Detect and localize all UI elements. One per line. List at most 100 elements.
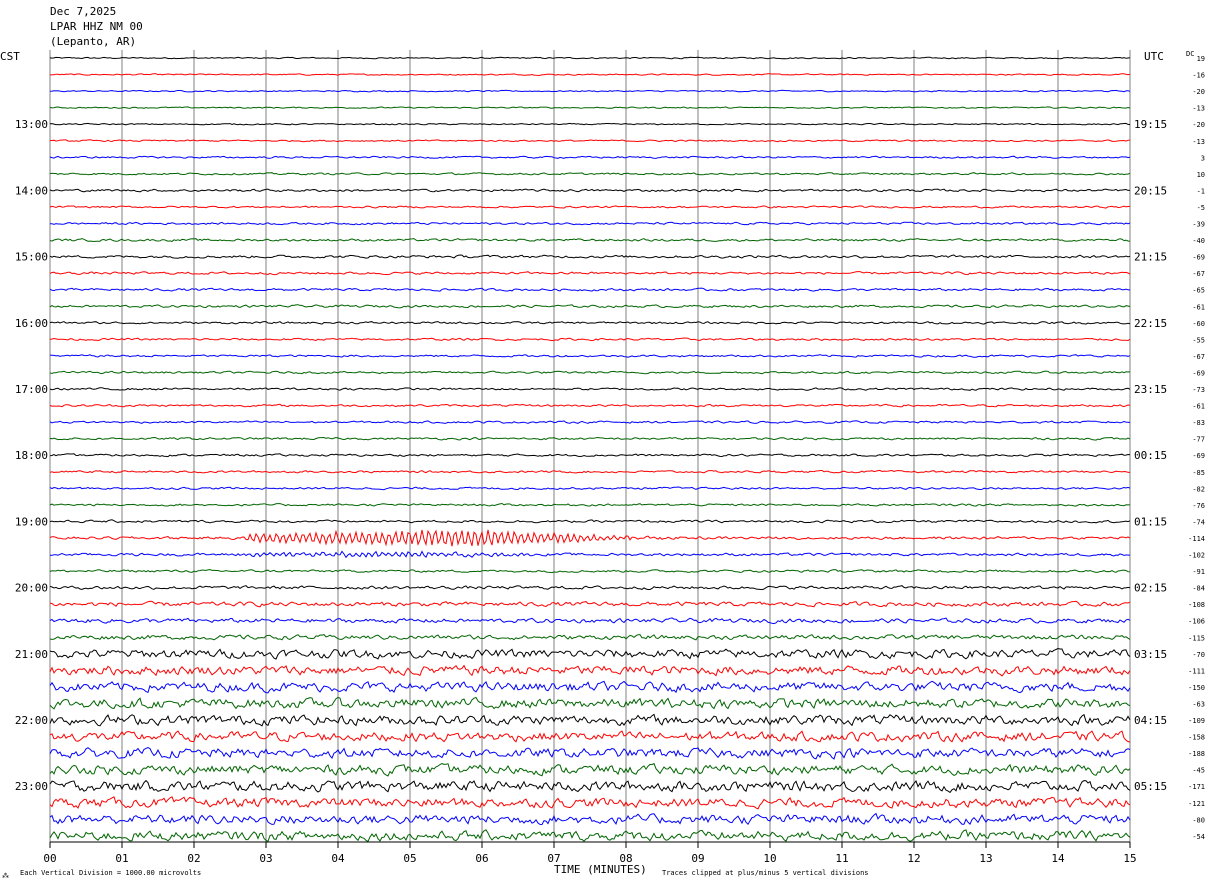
time-axis: 00 01 02 03 04 05 06 07 08 09 10 11 12 13 14 15 xyxy=(43,841,1137,865)
utc-hour-label: 20:15 xyxy=(1134,184,1167,197)
trace-row xyxy=(49,73,1131,76)
trace-row xyxy=(50,139,1131,143)
x-axis-title: TIME (MINUTES) xyxy=(554,863,647,876)
trace-row xyxy=(49,106,1131,109)
trace-row xyxy=(49,486,1131,491)
trace-row xyxy=(49,746,1131,760)
hour-labels: 13:00 19:15 14:00 20:15 15:00 21:15 16:00 22:15… xyxy=(15,118,1167,793)
seismic-traces xyxy=(49,56,1131,843)
dc-offset-value: -102 xyxy=(1188,552,1205,560)
cst-hour-label: 19:00 xyxy=(15,515,48,528)
utc-hour-label: 19:15 xyxy=(1134,118,1167,131)
dc-offset-value: -171 xyxy=(1188,783,1205,791)
trace-row xyxy=(49,502,1130,507)
cst-hour-label: 15:00 xyxy=(15,251,48,264)
cst-hour-label: 23:00 xyxy=(15,780,48,793)
dc-offset-value: -109 xyxy=(1188,717,1205,725)
cst-hour-label: 20:00 xyxy=(15,582,48,595)
trace-row xyxy=(49,453,1131,458)
minute-tick-label: 04 xyxy=(331,852,345,865)
minute-grid xyxy=(49,50,1131,842)
dc-offset-value: 19 xyxy=(1197,55,1205,63)
station-location: (Lepanto, AR) xyxy=(50,35,136,48)
clip-note: Traces clipped at plus/minus 5 vertical … xyxy=(662,869,869,877)
trace-row xyxy=(49,205,1131,209)
dc-offset-value: -60 xyxy=(1192,320,1205,328)
trace-row xyxy=(49,519,1131,524)
minute-tick-label: 01 xyxy=(115,852,128,865)
dc-offset-value: -69 xyxy=(1192,452,1205,460)
utc-hour-label: 02:15 xyxy=(1134,582,1167,595)
cst-hour-label: 13:00 xyxy=(15,118,48,131)
trace-row xyxy=(49,387,1131,391)
dc-offset-value: -39 xyxy=(1192,221,1205,229)
trace-row xyxy=(49,730,1131,743)
dc-offset-value: -45 xyxy=(1192,767,1205,775)
dc-offset-value: -69 xyxy=(1192,254,1205,262)
trace-row xyxy=(49,337,1131,342)
dc-offset-value: -111 xyxy=(1188,667,1205,675)
trace-row xyxy=(49,796,1131,810)
trace-row xyxy=(49,122,1131,126)
trace-row xyxy=(49,664,1131,677)
utc-hour-label: 23:15 xyxy=(1134,383,1167,396)
minute-tick-label: 08 xyxy=(619,852,632,865)
cst-hour-label: 14:00 xyxy=(15,184,48,197)
dc-offset-value: -150 xyxy=(1188,684,1205,692)
trace-row xyxy=(49,812,1131,826)
cst-hour-label: 16:00 xyxy=(15,317,48,330)
dc-offset-value: -70 xyxy=(1192,651,1205,659)
dc-offset-value: -69 xyxy=(1192,369,1205,377)
dc-offset-value: -65 xyxy=(1192,287,1205,295)
trace-row xyxy=(49,221,1131,226)
minute-tick-label: 00 xyxy=(43,852,56,865)
utc-hour-label: 00:15 xyxy=(1134,449,1167,462)
dc-offset-value: -80 xyxy=(1192,816,1205,824)
dc-offset-value: -20 xyxy=(1192,121,1205,129)
utc-hour-label: 05:15 xyxy=(1134,780,1167,793)
trace-row xyxy=(49,569,1131,574)
trace-row xyxy=(49,321,1131,325)
dc-offset-value: -108 xyxy=(1188,601,1205,609)
trace-row xyxy=(49,634,1131,641)
dc-offset-value: 10 xyxy=(1197,171,1205,179)
dc-offset-value: -67 xyxy=(1192,270,1205,278)
dc-offset-value: -16 xyxy=(1192,72,1205,80)
trace-row xyxy=(49,585,1131,591)
minute-tick-label: 06 xyxy=(475,852,488,865)
dc-offset-value: -85 xyxy=(1192,469,1205,477)
trace-row xyxy=(49,370,1131,375)
trace-row xyxy=(49,696,1131,710)
trace-row xyxy=(49,155,1131,159)
minute-tick-label: 12 xyxy=(907,852,920,865)
utc-hour-label: 21:15 xyxy=(1134,251,1167,264)
minute-tick-label: 15 xyxy=(1123,852,1136,865)
dc-offset-value: -76 xyxy=(1192,502,1205,510)
dc-offset-value: -77 xyxy=(1192,436,1205,444)
right-timezone-label: UTC xyxy=(1144,50,1164,63)
header-block: Dec 7,2025 LPAR HHZ NM 00 (Lepanto, AR) xyxy=(50,5,143,48)
dc-offset-value: -83 xyxy=(1192,419,1205,427)
cst-hour-label: 22:00 xyxy=(15,714,48,727)
trace-row xyxy=(49,287,1131,292)
minute-tick-label: 10 xyxy=(763,852,776,865)
trace-row xyxy=(49,779,1131,794)
dc-offset-value: -188 xyxy=(1188,750,1205,758)
cst-hour-label: 17:00 xyxy=(15,383,48,396)
minute-tick-label: 14 xyxy=(1051,852,1065,865)
minute-tick-label: 07 xyxy=(547,852,560,865)
left-timezone-label: CST xyxy=(0,50,20,63)
dc-offset-value: -82 xyxy=(1192,485,1205,493)
corner-mark: ⁂ xyxy=(2,872,9,880)
dc-offset-value: -158 xyxy=(1188,734,1205,742)
dc-offset-value: -63 xyxy=(1192,700,1205,708)
dc-offset-labels: 19 -16 -20 -13 -20 -13 3 10 -1 -5 -39 -40 -69 -67 -65 -… xyxy=(1188,55,1205,841)
trace-row xyxy=(49,56,1131,60)
dc-offset-value: -54 xyxy=(1192,833,1205,841)
trace-row xyxy=(49,680,1131,694)
dc-offset-value: -84 xyxy=(1192,585,1205,593)
dc-offset-value: -91 xyxy=(1192,568,1205,576)
dc-offset-value: -114 xyxy=(1188,535,1205,543)
trace-row xyxy=(49,600,1131,608)
trace-row xyxy=(49,436,1131,441)
